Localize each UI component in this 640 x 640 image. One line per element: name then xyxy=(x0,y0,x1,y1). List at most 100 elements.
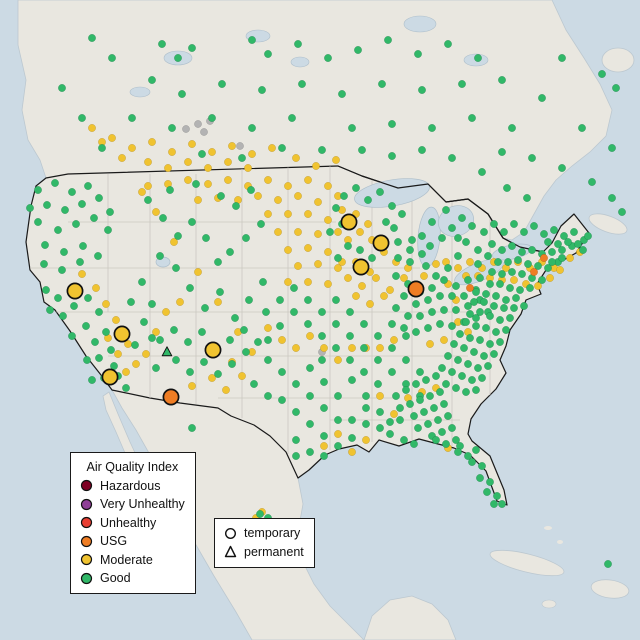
station-dot-good xyxy=(262,308,270,316)
station-dot-good xyxy=(442,380,450,388)
station-dot-good xyxy=(418,146,426,154)
station-dot-good xyxy=(392,392,400,400)
station-dot-moderate xyxy=(194,196,202,204)
station-dot-good xyxy=(422,262,430,270)
station-dot-good xyxy=(503,184,511,192)
station-dot-moderate xyxy=(304,176,312,184)
station-dot-good xyxy=(492,292,500,300)
station-dot-good xyxy=(402,332,410,340)
station-dot-good xyxy=(452,436,460,444)
station-dot-good xyxy=(376,408,384,416)
station-dot-good xyxy=(332,344,340,352)
station-dot-good xyxy=(584,232,592,240)
station-dot-moderate xyxy=(112,316,120,324)
station-dot-good xyxy=(458,80,466,88)
station-dot-moderate xyxy=(314,230,322,238)
station-dot-good xyxy=(290,284,298,292)
station-dot-moderate xyxy=(314,260,322,268)
station-dot-good xyxy=(432,272,440,280)
station-dot-good xyxy=(394,238,402,246)
station-dot-moderate xyxy=(294,228,302,236)
station-dot-good xyxy=(512,294,520,302)
yucatan xyxy=(363,595,457,640)
station-dot-good xyxy=(362,404,370,412)
station-dot-good xyxy=(486,340,494,348)
station-dot-good xyxy=(318,308,326,316)
station-dot-moderate xyxy=(440,336,448,344)
station-dot-good xyxy=(474,246,482,254)
station-dot-good xyxy=(448,424,456,432)
station-dot-good xyxy=(418,86,426,94)
station-dot-good xyxy=(332,296,340,304)
station-dot-good xyxy=(88,34,96,42)
station-dot-good xyxy=(460,344,468,352)
station-dot-good xyxy=(484,362,492,370)
station-dot-good xyxy=(346,308,354,316)
legend-label: temporary xyxy=(244,526,301,540)
station-dot-moderate xyxy=(144,182,152,190)
station-dot-good xyxy=(242,348,250,356)
station-dot-good xyxy=(558,164,566,172)
station-dot-good xyxy=(444,264,452,272)
station-dot-good xyxy=(494,258,502,266)
station-dot-good xyxy=(78,200,86,208)
station-dot-good xyxy=(560,232,568,240)
station-dot-good xyxy=(104,226,112,234)
station-dot-moderate xyxy=(144,158,152,166)
station-dot-good xyxy=(68,188,76,196)
station-dot-good xyxy=(520,228,528,236)
station-dot-moderate xyxy=(92,284,100,292)
station-dot-moderate xyxy=(152,328,160,336)
station-dot-good xyxy=(558,54,566,62)
station-dot-good xyxy=(496,280,504,288)
station-dot-good xyxy=(468,114,476,122)
station-type-legend: temporary permanent xyxy=(214,518,315,568)
station-dot-good xyxy=(58,266,66,274)
station-dot-moderate xyxy=(334,356,342,364)
station-dot-good xyxy=(156,336,164,344)
legend-item-unhealthy: Unhealthy xyxy=(80,516,185,530)
legend-item-good: Good xyxy=(80,571,185,585)
station-dot-good xyxy=(402,386,410,394)
station-dot-good xyxy=(334,416,342,424)
station-dot-usg xyxy=(530,268,538,276)
station-dot-good xyxy=(410,440,418,448)
station-dot-good xyxy=(54,226,62,234)
station-dot-good xyxy=(570,228,578,236)
station-dot-good xyxy=(276,296,284,304)
station-dot-good xyxy=(482,290,490,298)
station-dot-good xyxy=(396,404,404,412)
station-dot-good xyxy=(278,368,286,376)
station-dot-moderate xyxy=(208,148,216,156)
station-dot-good xyxy=(318,146,326,154)
station-dot-moderate xyxy=(376,344,384,352)
station-dot-good xyxy=(588,178,596,186)
station-dot-good xyxy=(424,296,432,304)
station-dot-moderate xyxy=(208,374,216,382)
station-dot-good xyxy=(76,258,84,266)
station-dot-good xyxy=(414,424,422,432)
station-dot-good xyxy=(466,310,474,318)
station-dot-good xyxy=(436,388,444,396)
station-dot-good xyxy=(54,294,62,302)
station-dot-good xyxy=(608,144,616,152)
station-dot-moderate xyxy=(188,382,196,390)
station-dot-good xyxy=(472,446,480,454)
station-dot-good xyxy=(228,360,236,368)
station-dot-large-moderate xyxy=(352,258,370,276)
station-dot-good xyxy=(88,376,96,384)
station-dot-good xyxy=(95,194,103,202)
station-dot-good xyxy=(170,326,178,334)
station-dot-good xyxy=(186,284,194,292)
station-dot-good xyxy=(430,404,438,412)
station-dot-moderate xyxy=(274,196,282,204)
station-dot-good xyxy=(550,226,558,234)
station-dot-good xyxy=(218,80,226,88)
station-dot-good xyxy=(412,328,420,336)
station-dot-good xyxy=(84,294,92,302)
station-dot-good xyxy=(140,318,148,326)
station-dot-good xyxy=(250,380,258,388)
station-dot-good xyxy=(356,246,364,254)
station-dot-good xyxy=(202,234,210,242)
station-dot-good xyxy=(406,258,414,266)
